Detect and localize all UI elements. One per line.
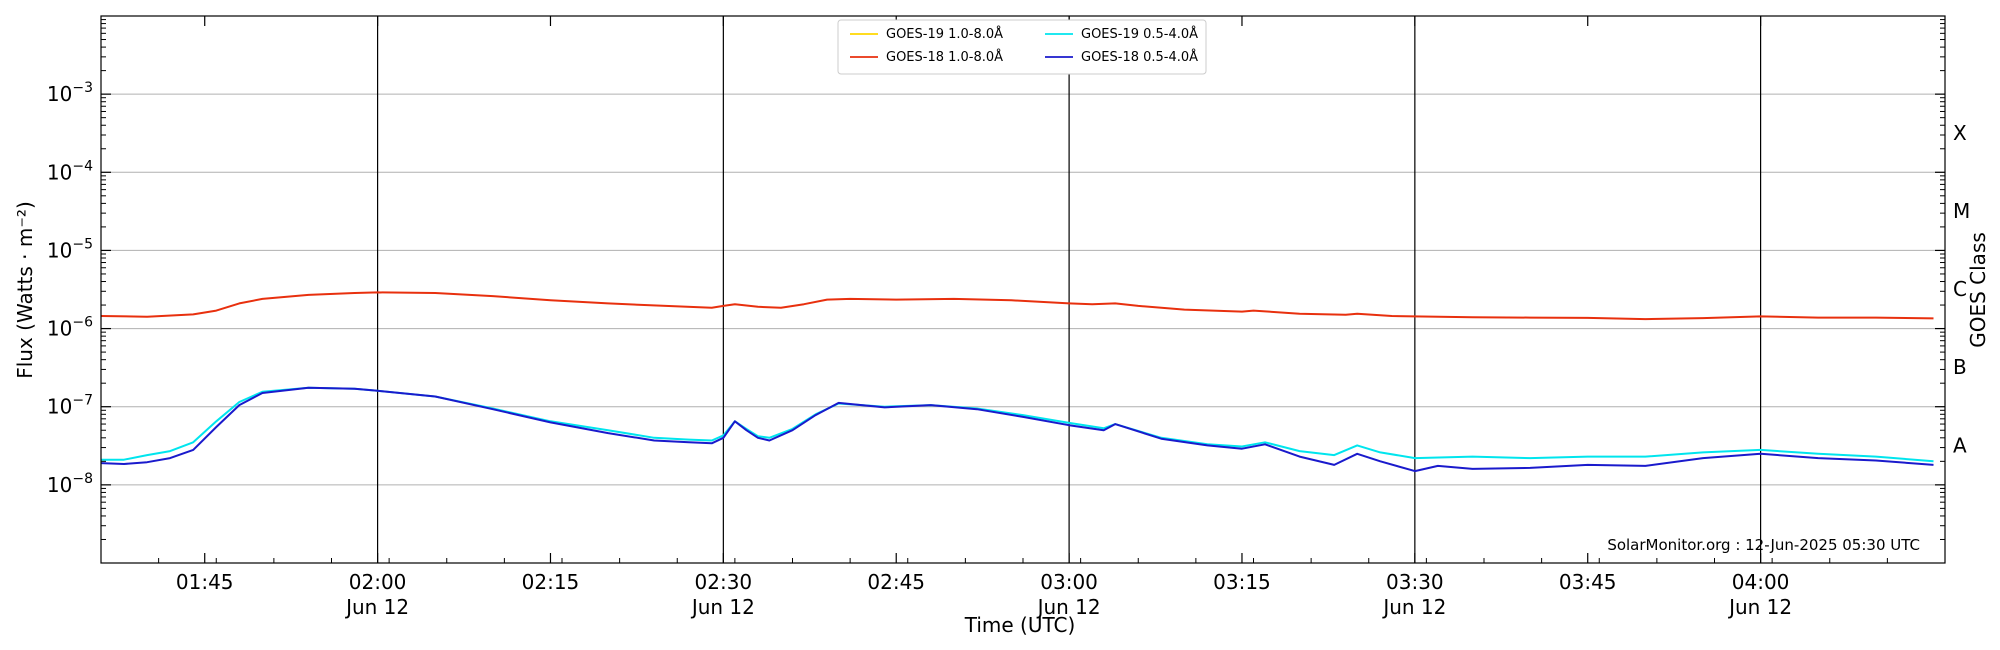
credit-text: SolarMonitor.org : 12-Jun-2025 05:30 UTC xyxy=(1607,536,1920,554)
legend-label: GOES-18 1.0-8.0Å xyxy=(886,49,1003,65)
x-tick-label: 01:45 xyxy=(176,570,234,594)
goes-class-label: X xyxy=(1953,121,1967,145)
series-layer xyxy=(100,291,1934,473)
x-tick-label: 03:15 xyxy=(1213,570,1271,594)
x-tick-date-label: Jun 12 xyxy=(690,595,755,619)
x-axis-title: Time (UTC) xyxy=(964,613,1076,637)
y-tick-label: 10−4 xyxy=(47,158,93,184)
x-tick-label: 02:45 xyxy=(867,570,925,594)
y-tick-base: 10 xyxy=(47,160,72,184)
y-tick-base: 10 xyxy=(47,395,72,419)
y-tick-base: 10 xyxy=(47,82,72,106)
y-tick-exponent: −8 xyxy=(72,471,93,487)
y-tick-base: 10 xyxy=(47,238,72,262)
goes-class-label: M xyxy=(1953,199,1970,223)
goes-class-label: A xyxy=(1953,433,1967,457)
legend-box xyxy=(837,19,1207,75)
y-tick-label: 10−8 xyxy=(47,471,93,497)
x-tick-date-label: Jun 12 xyxy=(1036,595,1101,619)
goes-class-label: B xyxy=(1953,355,1967,379)
x-tick-label: 02:30 xyxy=(695,570,753,594)
legend-label: GOES-19 0.5-4.0Å xyxy=(1081,26,1198,42)
y-tick-label: 10−5 xyxy=(47,236,93,262)
x-tick-label: 02:00 xyxy=(349,570,407,594)
x-tick-date-label: Jun 12 xyxy=(1727,595,1792,619)
goes-class-layer: A B C M X xyxy=(1953,121,1970,458)
y-tick-label: 10−7 xyxy=(47,393,93,419)
legend-label: GOES-18 0.5-4.0Å xyxy=(1081,49,1198,65)
x-tick-label: 03:45 xyxy=(1559,570,1617,594)
x-tick-label: 04:00 xyxy=(1732,570,1790,594)
vertical-marker-layer xyxy=(377,16,1762,563)
series-line-3 xyxy=(100,386,1934,473)
x-tick-label: 03:00 xyxy=(1040,570,1098,594)
x-tick-date-label: Jun 12 xyxy=(1381,595,1446,619)
legend: GOES-19 1.0-8.0Å GOES-18 1.0-8.0Å GOES-19 … xyxy=(837,19,1207,75)
y-tick-exponent: −6 xyxy=(72,315,93,331)
y-tick-exponent: −5 xyxy=(72,236,93,252)
y-axis-title: Flux (Watts · m⁻²) xyxy=(13,201,37,379)
legend-label: GOES-19 1.0-8.0Å xyxy=(886,26,1003,42)
series-line-2 xyxy=(101,386,1934,463)
grid-layer xyxy=(101,93,1945,486)
right-axis-title: GOES Class xyxy=(1966,232,1990,348)
y-tick-exponent: −4 xyxy=(72,158,93,174)
series-line-1 xyxy=(100,291,1934,321)
x-tick-date-label: Jun 12 xyxy=(344,595,409,619)
y-tick-exponent: −3 xyxy=(72,80,93,96)
y-tick-base: 10 xyxy=(47,317,72,341)
y-tick-exponent: −7 xyxy=(72,393,93,409)
y-tick-label: 10−3 xyxy=(47,80,93,106)
y-tick-label: 10−6 xyxy=(47,315,93,341)
goes-class-label: C xyxy=(1953,277,1967,301)
x-tick-label: 02:15 xyxy=(522,570,580,594)
y-tick-base: 10 xyxy=(47,473,72,497)
x-tick-label: 03:30 xyxy=(1386,570,1444,594)
